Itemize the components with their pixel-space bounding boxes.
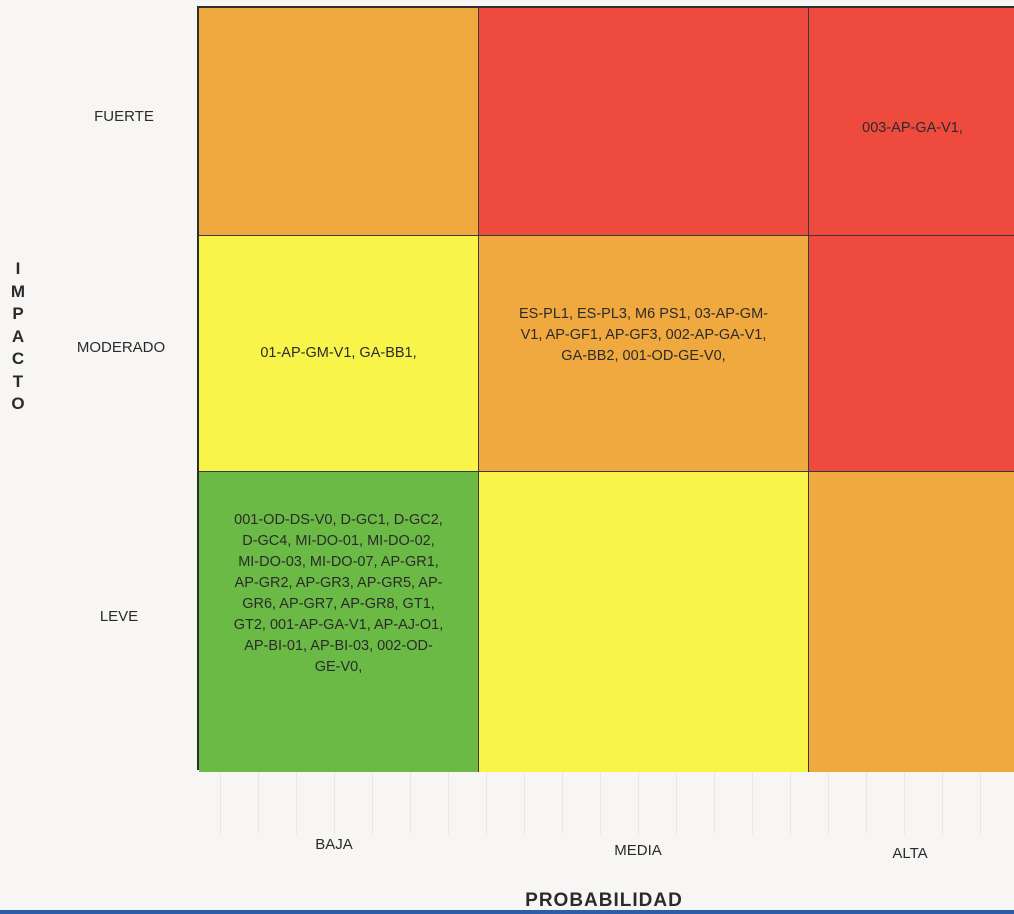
y-axis-letter: C <box>11 349 25 368</box>
cell-leve-alta <box>809 472 1014 772</box>
cell-moderado-baja: 01-AP-GM-V1, GA-BB1, <box>199 236 479 472</box>
row-label-fuerte: FUERTE <box>94 108 154 125</box>
cell-leve-media <box>479 472 809 772</box>
bottom-border <box>0 910 1014 914</box>
y-axis-letter: A <box>11 326 25 346</box>
cell-fuerte-media <box>479 8 809 236</box>
cell-text: 003-AP-GA-V1, <box>862 120 963 136</box>
y-axis-letter: O <box>11 394 25 413</box>
row-label-moderado: MODERADO <box>76 339 166 356</box>
cell-moderado-alta <box>809 236 1014 472</box>
cell-moderado-media: ES-PL1, ES-PL3, M6 PS1, 03-AP-GM-V1, AP-… <box>479 236 809 472</box>
risk-matrix: 003-AP-GA-V1, 01-AP-GM-V1, GA-BB1, ES-PL… <box>197 6 1014 772</box>
cell-leve-baja: 001-OD-DS-V0, D-GC1, D-GC2, D-GC4, MI-DO… <box>199 472 479 772</box>
y-axis-letter: T <box>12 371 24 391</box>
col-label-baja: BAJA <box>315 836 353 853</box>
row-label-leve: LEVE <box>99 608 139 625</box>
y-axis-letter: M <box>10 281 26 301</box>
col-label-media: MEDIA <box>614 842 662 859</box>
y-axis-letter: P <box>12 304 24 323</box>
cell-fuerte-alta: 003-AP-GA-V1, <box>809 8 1014 236</box>
cell-text: 01-AP-GM-V1, GA-BB1, <box>260 345 417 361</box>
cell-fuerte-baja <box>199 8 479 236</box>
cell-text: 001-OD-DS-V0, D-GC1, D-GC2, D-GC4, MI-DO… <box>233 512 444 675</box>
col-label-alta: ALTA <box>892 845 928 862</box>
cell-text: ES-PL1, ES-PL3, M6 PS1, 03-AP-GM-V1, AP-… <box>518 306 768 364</box>
x-axis-title: PROBABILIDAD <box>525 890 683 911</box>
axis-ticks <box>220 772 1014 834</box>
y-axis-letter: I <box>15 259 21 278</box>
